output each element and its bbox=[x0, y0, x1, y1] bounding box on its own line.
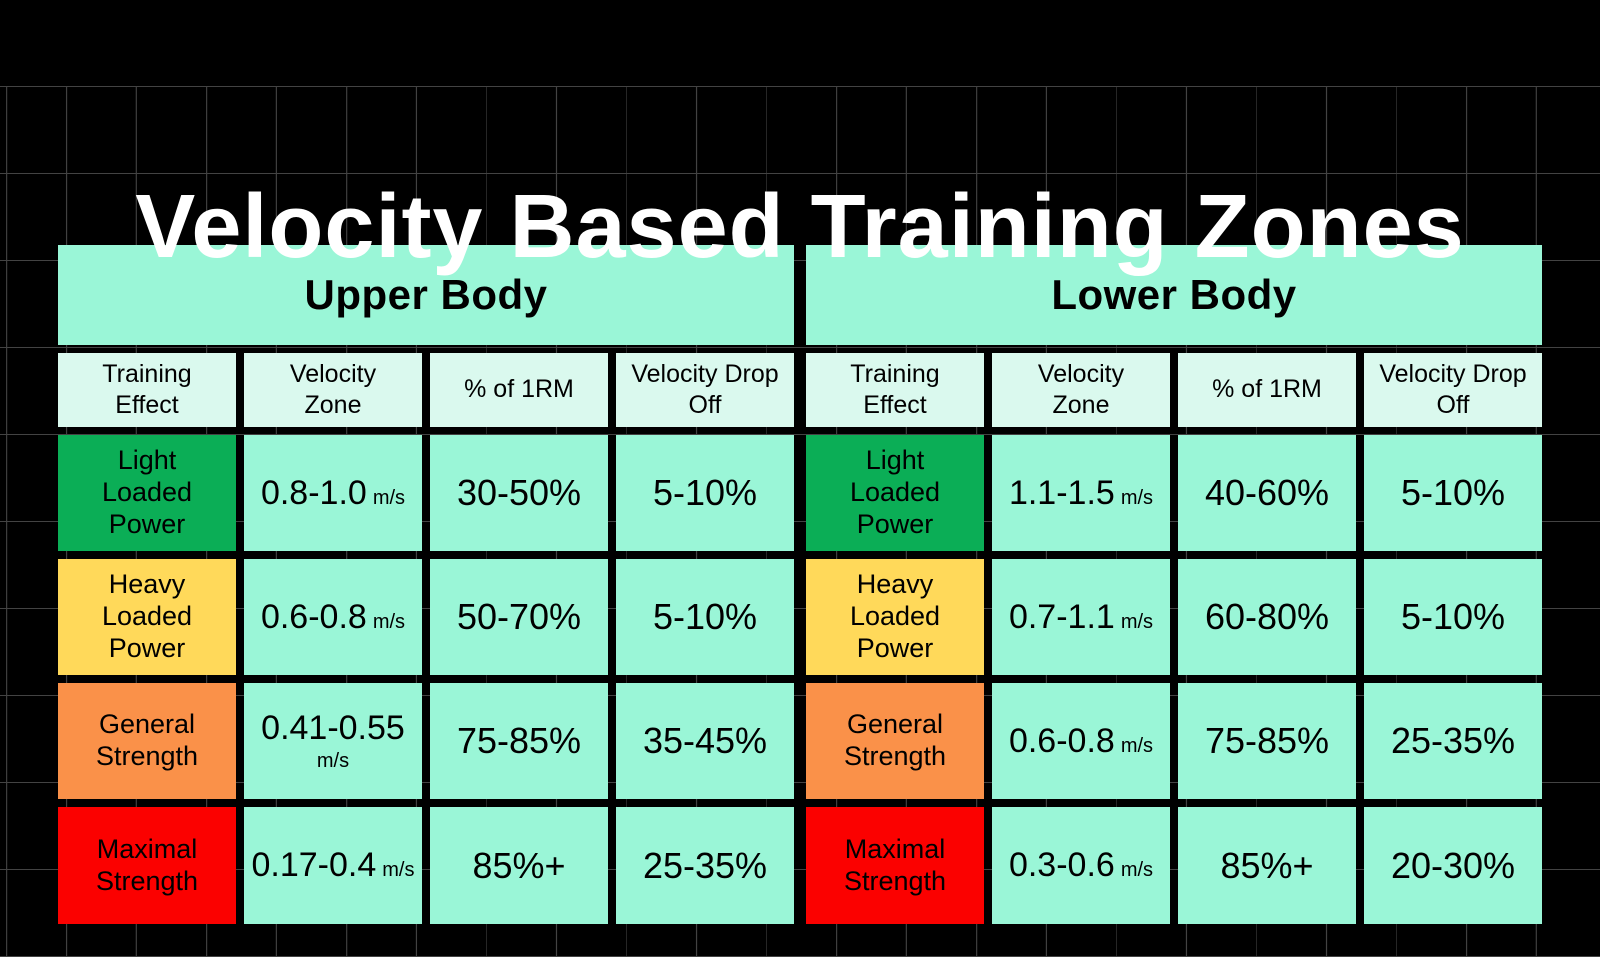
column-header-line: Velocity Drop bbox=[631, 359, 779, 388]
upper-velocity-zone-cell: 0.8-1.0 m/s bbox=[244, 435, 422, 551]
effect-label-line: Heavy bbox=[108, 569, 186, 600]
lower-velocity-zone-cell: 0.3-0.6 m/s bbox=[992, 807, 1170, 924]
lower-column-header-training-effect: Training Effect bbox=[806, 353, 984, 427]
lower-effect-cell-general-strength: General Strength bbox=[806, 683, 984, 799]
lower-velocity-zone-cell: 1.1-1.5 m/s bbox=[992, 435, 1170, 551]
column-header-line: Training bbox=[102, 359, 192, 388]
effect-label-line: Power bbox=[856, 508, 934, 539]
page-title: Velocity Based Training Zones bbox=[135, 177, 1465, 278]
effect-label-line: Loaded bbox=[849, 477, 941, 508]
lower-percent-1rm-cell: 75-85% bbox=[1178, 683, 1356, 799]
effect-label-line: Power bbox=[108, 632, 186, 663]
lower-column-header-percent-1rm: % of 1RM bbox=[1178, 353, 1356, 427]
lower-velocity-zone-cell: 0.6-0.8 m/s bbox=[992, 683, 1170, 799]
upper-percent-1rm-cell: 75-85% bbox=[430, 683, 608, 799]
effect-label-line: Loaded bbox=[101, 601, 193, 632]
upper-column-header-percent-1rm: % of 1RM bbox=[430, 353, 608, 427]
column-header-line: Velocity bbox=[1037, 359, 1125, 388]
lower-effect-cell-heavy-loaded-power: Heavy Loaded Power bbox=[806, 559, 984, 675]
upper-percent-1rm-cell: 85%+ bbox=[430, 807, 608, 924]
upper-effect-cell-light-loaded-power: Light Loaded Power bbox=[58, 435, 236, 551]
velocity-unit: m/s bbox=[1120, 734, 1154, 757]
column-header-line: Effect bbox=[115, 391, 179, 419]
velocity-unit: m/s bbox=[372, 610, 406, 633]
column-header-line: Off bbox=[1436, 391, 1470, 419]
lower-column-header-velocity-zone: Velocity Zone bbox=[992, 353, 1170, 427]
training-zones-tables: Upper Body Training Effect Velocity Zone… bbox=[58, 245, 1542, 924]
velocity-value: 0.6-0.8 bbox=[260, 597, 367, 636]
lower-effect-cell-maximal-strength: Maximal Strength bbox=[806, 807, 984, 924]
lower-percent-1rm-cell: 40-60% bbox=[1178, 435, 1356, 551]
effect-label-line: Strength bbox=[95, 865, 199, 896]
upper-velocity-zone-cell: 0.41-0.55 m/s bbox=[244, 683, 422, 799]
velocity-value: 0.7-1.1 bbox=[1008, 597, 1115, 636]
upper-velocity-drop-off-cell: 5-10% bbox=[616, 559, 794, 675]
column-header-line: % of 1RM bbox=[464, 375, 574, 404]
lower-velocity-zone-cell: 0.7-1.1 m/s bbox=[992, 559, 1170, 675]
column-header-line: Zone bbox=[304, 391, 362, 419]
effect-label-line: Power bbox=[108, 508, 186, 539]
velocity-value: 0.8-1.0 bbox=[260, 473, 367, 512]
effect-label-line: Light bbox=[865, 445, 925, 476]
effect-label-line: Strength bbox=[843, 865, 947, 896]
lower-velocity-drop-off-cell: 5-10% bbox=[1364, 435, 1542, 551]
upper-percent-1rm-cell: 30-50% bbox=[430, 435, 608, 551]
effect-label-line: Power bbox=[856, 632, 934, 663]
effect-label-line: Loaded bbox=[849, 601, 941, 632]
column-header-line: Training bbox=[850, 359, 940, 388]
column-header-line: Velocity Drop bbox=[1379, 359, 1527, 388]
velocity-unit: m/s bbox=[316, 750, 350, 772]
velocity-unit: m/s bbox=[1120, 859, 1154, 881]
effect-label-line: General bbox=[98, 709, 196, 740]
upper-percent-1rm-cell: 50-70% bbox=[430, 559, 608, 675]
velocity-unit: m/s bbox=[372, 486, 406, 509]
velocity-unit: m/s bbox=[1120, 610, 1154, 633]
upper-velocity-drop-off-cell: 5-10% bbox=[616, 435, 794, 551]
upper-velocity-zone-cell: 0.17-0.4 m/s bbox=[244, 807, 422, 924]
effect-label-line: Loaded bbox=[101, 477, 193, 508]
effect-label-line: Maximal bbox=[96, 833, 198, 864]
lower-percent-1rm-cell: 60-80% bbox=[1178, 559, 1356, 675]
column-header-line: Zone bbox=[1052, 391, 1110, 419]
lower-percent-1rm-cell: 85%+ bbox=[1178, 807, 1356, 924]
velocity-value: 1.1-1.5 bbox=[1008, 473, 1115, 512]
upper-velocity-zone-cell: 0.6-0.8 m/s bbox=[244, 559, 422, 675]
lower-effect-cell-light-loaded-power: Light Loaded Power bbox=[806, 435, 984, 551]
effect-label-line: Light bbox=[117, 445, 177, 476]
lower-velocity-drop-off-cell: 20-30% bbox=[1364, 807, 1542, 924]
effect-label-line: Strength bbox=[95, 741, 199, 771]
upper-column-header-training-effect: Training Effect bbox=[58, 353, 236, 427]
upper-effect-cell-general-strength: General Strength bbox=[58, 683, 236, 799]
lower-velocity-drop-off-cell: 5-10% bbox=[1364, 559, 1542, 675]
column-header-line: % of 1RM bbox=[1212, 375, 1322, 404]
velocity-value: 0.3-0.6 bbox=[1008, 846, 1115, 884]
upper-column-header-velocity-drop-off: Velocity Drop Off bbox=[616, 353, 794, 427]
column-header-line: Velocity bbox=[289, 359, 377, 388]
velocity-unit: m/s bbox=[382, 859, 415, 881]
upper-velocity-drop-off-cell: 35-45% bbox=[616, 683, 794, 799]
upper-effect-cell-heavy-loaded-power: Heavy Loaded Power bbox=[58, 559, 236, 675]
upper-effect-cell-maximal-strength: Maximal Strength bbox=[58, 807, 236, 924]
lower-column-header-velocity-drop-off: Velocity Drop Off bbox=[1364, 353, 1542, 427]
upper-body-section-title: Upper Body bbox=[58, 245, 794, 345]
effect-label-line: General bbox=[846, 709, 944, 740]
velocity-value: 0.41-0.55 bbox=[261, 709, 405, 747]
velocity-value: 0.17-0.4 bbox=[251, 846, 377, 884]
lower-body-section-title: Lower Body bbox=[806, 245, 1542, 345]
column-header-line: Off bbox=[688, 391, 722, 419]
upper-velocity-drop-off-cell: 25-35% bbox=[616, 807, 794, 924]
column-header-line: Effect bbox=[863, 391, 927, 419]
upper-body-table: Upper Body Training Effect Velocity Zone… bbox=[58, 245, 794, 924]
velocity-unit: m/s bbox=[1120, 486, 1154, 509]
lower-velocity-drop-off-cell: 25-35% bbox=[1364, 683, 1542, 799]
effect-label-line: Heavy bbox=[856, 569, 934, 600]
effect-label-line: Maximal bbox=[844, 833, 946, 864]
lower-body-table: Lower Body Training Effect Velocity Zone… bbox=[806, 245, 1542, 924]
effect-label-line: Strength bbox=[843, 741, 947, 771]
velocity-value: 0.6-0.8 bbox=[1008, 721, 1115, 760]
upper-column-header-velocity-zone: Velocity Zone bbox=[244, 353, 422, 427]
